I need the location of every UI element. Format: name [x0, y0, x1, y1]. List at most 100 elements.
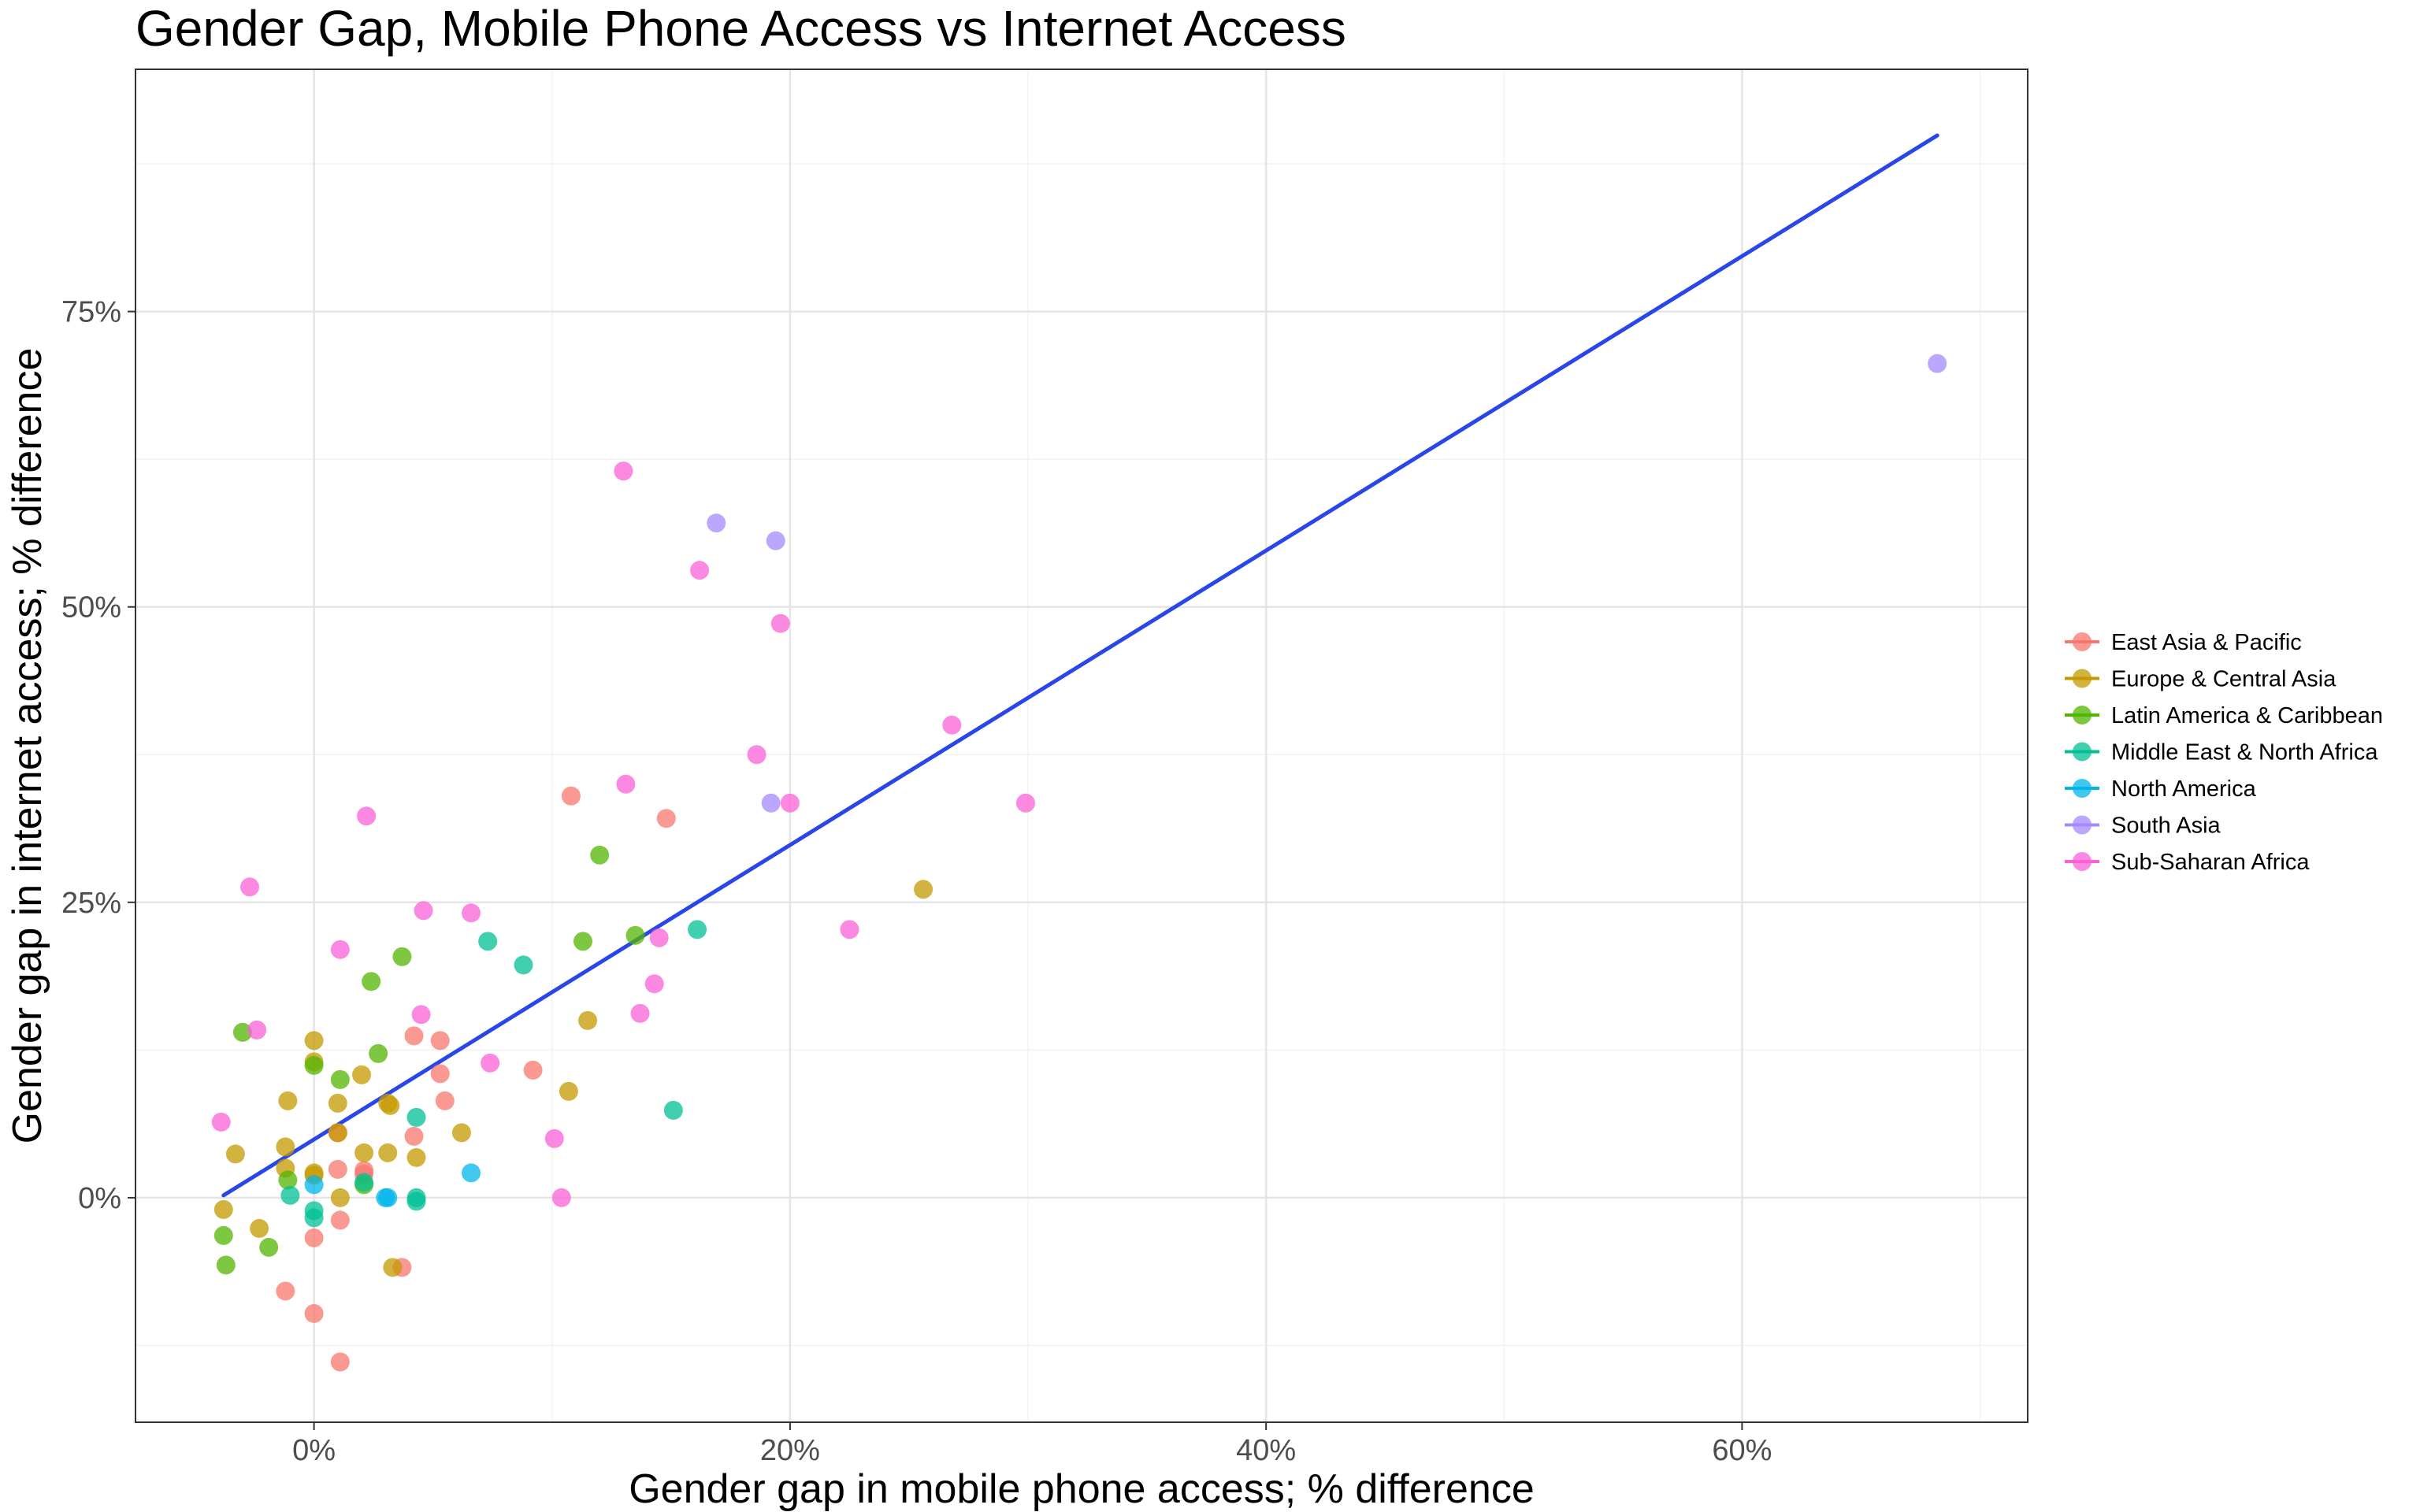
data-point — [240, 877, 260, 897]
data-point — [380, 1095, 400, 1115]
data-point — [656, 809, 676, 828]
x-axis-ticks: 0% 20% 40% 60% — [292, 1422, 1772, 1467]
data-point — [523, 1060, 543, 1080]
data-point — [278, 1170, 298, 1190]
data-point — [354, 1143, 374, 1162]
data-point — [462, 903, 481, 923]
legend-key-point — [2073, 632, 2092, 651]
data-point — [328, 1123, 347, 1143]
data-point — [942, 715, 962, 735]
grid-lines — [135, 69, 2028, 1422]
data-point — [578, 1010, 598, 1030]
data-point — [1928, 354, 1947, 373]
data-point — [644, 974, 664, 994]
legend-label: Sub-Saharan Africa — [2111, 850, 2310, 875]
data-point — [247, 1020, 267, 1040]
legend-key-point — [2073, 852, 2092, 871]
data-point — [304, 1208, 324, 1228]
data-point — [625, 925, 645, 945]
data-point — [211, 1112, 231, 1132]
data-point — [747, 745, 766, 765]
data-point — [430, 1031, 450, 1051]
legend-label: Latin America & Caribbean — [2111, 703, 2383, 728]
x-tick-label: 40% — [1236, 1434, 1296, 1467]
legend-key-point — [2073, 779, 2092, 798]
data-point — [1015, 793, 1035, 813]
data-point — [378, 1143, 398, 1162]
data-point — [362, 972, 381, 991]
data-point — [590, 845, 610, 865]
data-point — [383, 1258, 403, 1277]
data-point — [481, 1053, 500, 1073]
data-point — [328, 1159, 347, 1179]
data-point — [357, 806, 377, 826]
data-point — [225, 1144, 245, 1164]
data-point — [406, 1191, 426, 1211]
legend-key-point — [2073, 815, 2092, 835]
data-point — [411, 1005, 431, 1025]
data-point — [328, 1093, 347, 1113]
data-point — [330, 1352, 350, 1372]
data-point — [614, 461, 633, 481]
data-point — [544, 1128, 564, 1148]
data-point — [404, 1026, 424, 1046]
trend-line — [221, 133, 1939, 1198]
legend-label: East Asia & Pacific — [2111, 630, 2302, 655]
data-point — [414, 901, 433, 921]
legend-key-point — [2073, 706, 2092, 724]
trend-line-group — [221, 133, 1939, 1198]
data-point — [213, 1225, 233, 1245]
data-point — [330, 1210, 350, 1230]
data-point — [766, 531, 785, 550]
data-point — [304, 1303, 324, 1323]
data-point — [276, 1281, 295, 1301]
data-point — [630, 1003, 650, 1023]
y-axis-ticks: 0% 25% 50% 75% — [61, 296, 135, 1215]
data-point — [304, 1228, 324, 1247]
data-point — [304, 1031, 324, 1051]
x-tick-label: 60% — [1712, 1434, 1772, 1467]
x-axis-title: Gender gap in mobile phone access; % dif… — [629, 1466, 1535, 1512]
data-point — [690, 561, 710, 580]
data-point — [330, 1188, 350, 1207]
data-point — [304, 1055, 324, 1075]
data-point — [232, 1022, 252, 1042]
data-point — [278, 1091, 298, 1110]
legend-key-point — [2073, 742, 2092, 762]
data-point — [216, 1255, 236, 1275]
data-point — [369, 1043, 388, 1063]
x-tick-label: 0% — [292, 1434, 336, 1467]
data-point — [354, 1173, 374, 1192]
data-point — [430, 1064, 450, 1084]
plot-panel-border — [135, 69, 2028, 1423]
data-point — [649, 928, 669, 947]
y-tick-label: 75% — [61, 296, 121, 329]
legend-label: Europe & Central Asia — [2111, 667, 2336, 692]
data-point — [914, 880, 933, 899]
data-point — [663, 1100, 683, 1120]
data-point — [688, 920, 707, 939]
data-point — [250, 1218, 269, 1238]
data-point — [840, 920, 859, 939]
data-point — [330, 1069, 350, 1089]
data-point — [435, 1091, 455, 1110]
data-point — [280, 1185, 300, 1205]
data-point — [304, 1175, 324, 1195]
data-point — [406, 1147, 426, 1167]
data-point — [352, 1065, 372, 1084]
data-point — [213, 1199, 233, 1219]
y-tick-label: 0% — [78, 1182, 121, 1215]
data-point — [616, 774, 636, 794]
data-point — [514, 955, 533, 975]
data-point — [770, 613, 790, 633]
data-point — [462, 1163, 481, 1183]
data-point — [378, 1188, 398, 1207]
y-tick-label: 25% — [61, 887, 121, 920]
data-point — [259, 1237, 279, 1257]
data-point — [451, 1123, 471, 1143]
data-point — [573, 932, 593, 951]
legend-label: North America — [2111, 776, 2257, 802]
data-point — [780, 793, 800, 813]
chart-title: Gender Gap, Mobile Phone Access vs Inter… — [135, 0, 1346, 57]
